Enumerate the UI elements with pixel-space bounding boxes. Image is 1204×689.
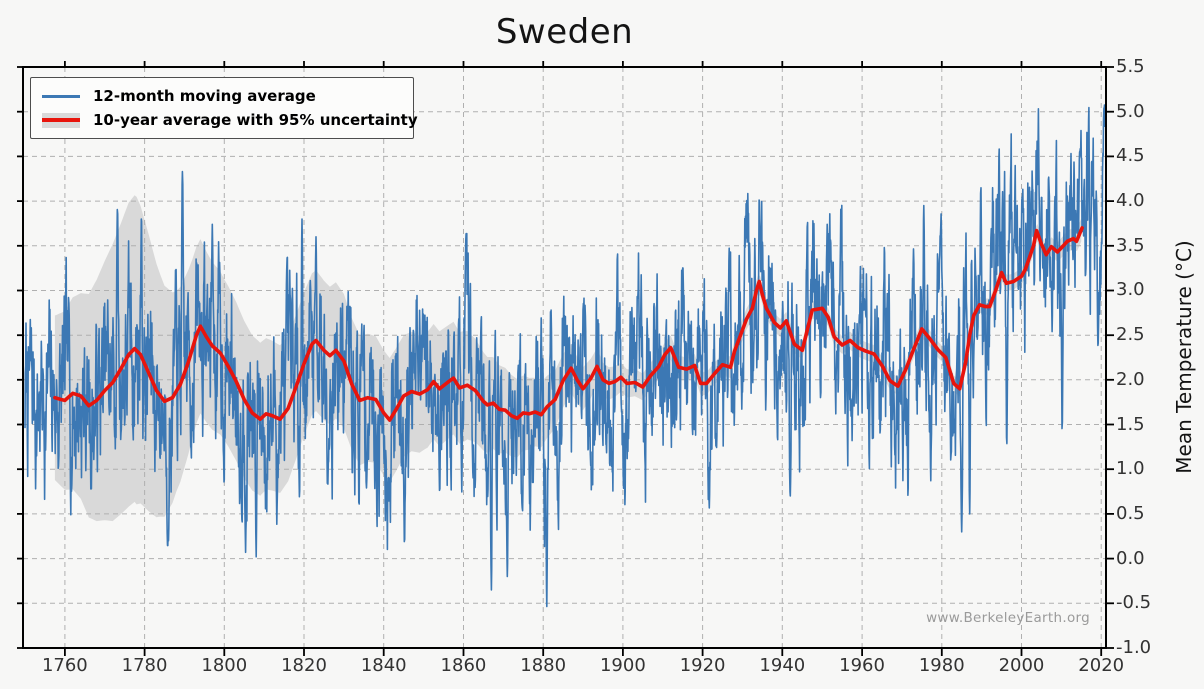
watermark: www.BerkeleyEarth.org <box>926 610 1090 626</box>
x-tick-label: 1960 <box>839 655 885 676</box>
y-tick-label: 4.0 <box>1116 190 1145 212</box>
legend-item-ten-year-average: 10-year average with 95% uncertainty <box>42 109 418 131</box>
red-series-path <box>53 226 1084 422</box>
y-tick-label: 0.0 <box>1116 547 1145 569</box>
y-tick-label: 1.5 <box>1116 413 1145 435</box>
x-tick-label: 2000 <box>998 655 1045 676</box>
x-tick-label: 1840 <box>360 655 407 676</box>
red-line-band-swatch-icon <box>42 112 80 128</box>
y-tick-label: 1.0 <box>1116 458 1145 480</box>
y-tick-label: -0.5 <box>1116 592 1152 614</box>
chart-title: Sweden <box>495 12 634 52</box>
blue-series-path <box>24 104 1106 608</box>
x-tick-label: 1860 <box>440 655 487 676</box>
legend-item-moving-average: 12-month moving average <box>42 85 403 107</box>
legend: 12-month moving average 10-year average … <box>30 77 418 139</box>
y-tick-label: 0.5 <box>1116 502 1145 524</box>
y-tick-label: 2.0 <box>1116 368 1145 390</box>
y-axis-title: Mean Temperature (°C) <box>1172 240 1196 474</box>
x-tick-label: 1940 <box>759 655 806 676</box>
x-tick-label: 1980 <box>918 655 965 676</box>
x-tick-label: 1920 <box>679 655 726 676</box>
legend-label-ten-year-average: 10-year average with 95% uncertainty <box>93 111 418 129</box>
y-tick-label: 3.0 <box>1116 279 1145 301</box>
y-tick-label: 4.5 <box>1116 145 1145 167</box>
x-tick-label: 1900 <box>599 655 646 676</box>
y-tick-label: 2.5 <box>1116 324 1145 346</box>
y-tick-label: 5.0 <box>1116 100 1145 122</box>
x-tick-label: 1780 <box>121 655 168 676</box>
x-tick-label: 1800 <box>201 655 248 676</box>
x-tick-label: 1880 <box>520 655 567 676</box>
x-tick-label: 2020 <box>1078 655 1125 676</box>
y-tick-label: 3.5 <box>1116 234 1145 256</box>
plot-border <box>22 66 1107 649</box>
y-tick-label: -1.0 <box>1116 637 1152 658</box>
x-tick-label: 1820 <box>281 655 327 676</box>
legend-label-moving-average: 12-month moving average <box>93 87 316 105</box>
blue-line-swatch-icon <box>42 94 80 98</box>
y-tick-label: 5.5 <box>1116 56 1145 77</box>
x-tick-label: 1760 <box>41 655 88 676</box>
tick-marks <box>17 61 1114 656</box>
